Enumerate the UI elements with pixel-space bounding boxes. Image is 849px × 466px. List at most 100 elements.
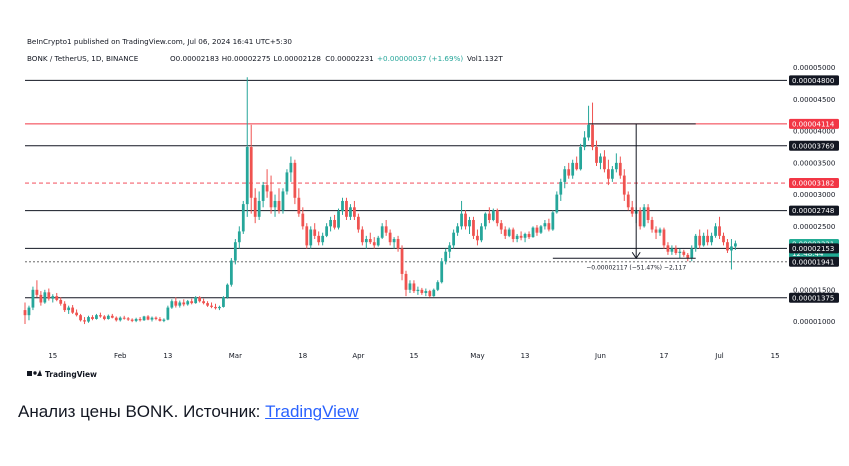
candle-body: [95, 315, 98, 319]
candle: [614, 153, 618, 173]
candle-body: [237, 231, 241, 243]
candle: [138, 317, 142, 322]
candle: [690, 245, 694, 262]
candle: [710, 232, 713, 246]
candle: [178, 300, 182, 308]
candle-body: [523, 233, 527, 238]
candle-body: [277, 200, 281, 211]
candle-body: [178, 302, 182, 306]
candle-body: [206, 303, 209, 306]
candle: [511, 227, 515, 243]
candle-body: [106, 315, 110, 319]
candle-body: [182, 302, 186, 305]
candle-body: [460, 213, 463, 227]
candle: [59, 297, 63, 306]
candle-body: [198, 297, 202, 302]
ohlc-item: L0.00002128: [274, 54, 322, 63]
candle-body: [396, 239, 400, 249]
chart-canvas: −0.00002117 (−51.47%) −2,117 0.000050000…: [23, 37, 839, 379]
x-tick-label: 15: [48, 352, 57, 360]
candle-body: [265, 185, 269, 192]
candle-body: [110, 315, 114, 318]
article-caption: Анализ цены BONK. Источник: TradingView: [18, 402, 359, 422]
candle: [257, 191, 261, 220]
candle: [198, 296, 202, 303]
level-badge: [789, 256, 839, 267]
candle-body: [43, 292, 47, 303]
candle-body: [400, 248, 404, 274]
candle: [591, 102, 594, 151]
candle-body: [495, 210, 499, 224]
candle-body: [190, 301, 194, 304]
candle-body: [678, 251, 682, 253]
candle: [440, 258, 444, 284]
candle-body: [483, 213, 487, 227]
candle-body: [654, 229, 658, 233]
candle-body: [349, 207, 352, 217]
candle-body: [440, 261, 444, 283]
candle-body: [503, 229, 507, 236]
candle-body: [317, 235, 321, 243]
candle: [559, 178, 563, 201]
candle-body: [360, 229, 364, 243]
candle-body: [368, 239, 372, 243]
x-tick-label: 15: [409, 352, 418, 360]
candle: [384, 219, 388, 236]
candle: [408, 280, 412, 293]
candle: [55, 292, 59, 302]
candle: [535, 225, 539, 236]
candle: [670, 245, 674, 255]
x-tick-label: 18: [298, 352, 307, 360]
candle-body: [587, 124, 590, 138]
level-badge: [789, 75, 839, 86]
candle-body: [650, 219, 654, 230]
candle-body: [531, 227, 535, 238]
candle: [396, 235, 400, 252]
candle: [432, 288, 436, 297]
candle-body: [444, 251, 448, 262]
candle-body: [424, 291, 428, 293]
candle: [543, 219, 547, 230]
candle-body: [491, 210, 495, 220]
candle-body: [202, 301, 205, 304]
candle-body: [39, 294, 43, 303]
candle-body: [456, 226, 459, 233]
candle: [281, 188, 285, 214]
candle: [587, 105, 590, 141]
candle-series: [23, 77, 737, 325]
candle-body: [583, 137, 586, 148]
candle: [233, 239, 237, 265]
candle: [666, 242, 670, 255]
candle: [166, 305, 170, 321]
candle: [706, 229, 710, 246]
candle-body: [91, 317, 94, 319]
candle-body: [313, 229, 317, 236]
candle: [43, 289, 47, 304]
candle-body: [714, 226, 717, 236]
level-badge-label: 0.00001941: [792, 258, 834, 266]
candle-body: [87, 317, 90, 322]
candle-body: [666, 245, 670, 252]
candle-body: [603, 156, 606, 170]
candle: [372, 237, 376, 249]
candle: [618, 156, 622, 179]
y-tick-label: 0.00001500: [793, 286, 835, 294]
candle-body: [710, 235, 713, 243]
candle: [503, 226, 507, 240]
caption-source-link[interactable]: TradingView: [265, 402, 359, 421]
tradingview-watermark: TradingView: [27, 370, 97, 379]
level-badge: [789, 140, 839, 151]
candle-body: [579, 147, 583, 170]
candle: [63, 301, 67, 313]
candle-body: [480, 226, 483, 241]
candle: [114, 316, 118, 322]
candle-body: [507, 229, 511, 236]
candle: [130, 318, 134, 323]
candle-body: [384, 226, 388, 233]
candle-body: [356, 216, 360, 230]
candle: [456, 223, 459, 236]
candle: [638, 207, 642, 230]
candle-body: [289, 162, 293, 173]
tradingview-logo-icon: [27, 370, 42, 376]
candle: [261, 181, 265, 208]
